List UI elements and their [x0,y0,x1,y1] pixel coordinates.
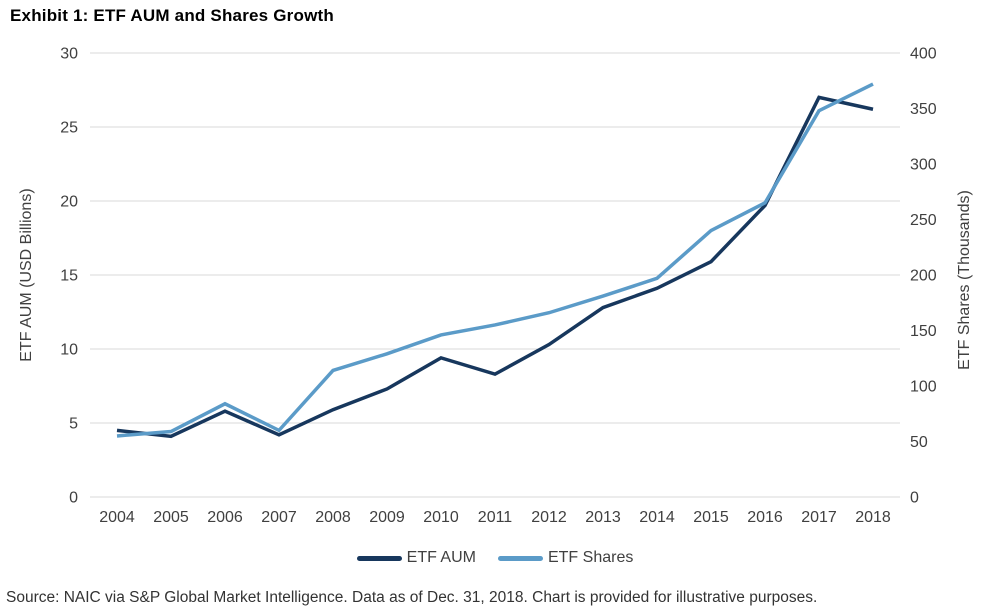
right-axis-tick-label: 50 [910,434,928,451]
x-axis-tick-label: 2014 [639,509,675,526]
left-axis-title: ETF AUM (USD Billions) [18,188,35,362]
left-axis-tick-label: 20 [60,194,78,211]
left-axis-tick-label: 25 [60,120,78,137]
right-axis-tick-label: 400 [910,46,937,63]
x-axis-tick-label: 2005 [153,509,189,526]
legend-item-etf-aum: ETF AUM [356,549,476,567]
chart-legend: ETF AUM ETF Shares [0,549,990,567]
legend-label-etf-shares: ETF Shares [547,549,634,566]
x-axis-tick-label: 2015 [693,509,729,526]
x-axis-tick-label: 2010 [423,509,459,526]
source-note: Source: NAIC via S&P Global Market Intel… [6,589,818,606]
left-axis-tick-label: 10 [60,342,78,359]
x-axis-tick-label: 2011 [478,509,513,526]
x-axis-tick-label: 2009 [369,509,405,526]
plot-area: 0510152025300501001502002503003504002004… [60,46,937,527]
left-axis-tick-label: 15 [60,268,78,285]
x-axis-tick-label: 2004 [99,509,135,526]
x-axis-tick-label: 2012 [531,509,567,526]
right-axis-tick-label: 300 [910,157,937,174]
left-axis-tick-label: 30 [60,46,78,63]
right-axis-title: ETF Shares (Thousands) [956,190,973,370]
right-axis-tick-label: 200 [910,268,937,285]
x-axis-tick-label: 2016 [747,509,783,526]
left-axis-tick-label: 0 [69,490,78,507]
right-axis-tick-label: 350 [910,101,937,118]
x-axis-tick-label: 2008 [315,509,351,526]
chart-title: Exhibit 1: ETF AUM and Shares Growth [10,6,334,25]
x-axis-tick-label: 2017 [801,509,837,526]
right-axis-tick-label: 100 [910,379,937,396]
series-line-etf-shares [116,82,874,438]
x-axis-tick-label: 2007 [261,509,297,526]
left-axis-tick-label: 5 [69,416,78,433]
etf-aum-line-swatch [356,555,402,561]
etf-shares-line-swatch [497,555,543,561]
legend-label-etf-aum: ETF AUM [406,549,476,566]
right-axis-tick-label: 250 [910,212,937,229]
x-axis-tick-label: 2018 [855,509,891,526]
right-axis-tick-label: 150 [910,323,937,340]
x-axis-tick-label: 2013 [585,509,621,526]
series-line-etf-aum [116,95,874,439]
x-axis-tick-label: 2006 [207,509,243,526]
right-axis-tick-label: 0 [910,490,919,507]
legend-item-etf-shares: ETF Shares [497,549,634,567]
